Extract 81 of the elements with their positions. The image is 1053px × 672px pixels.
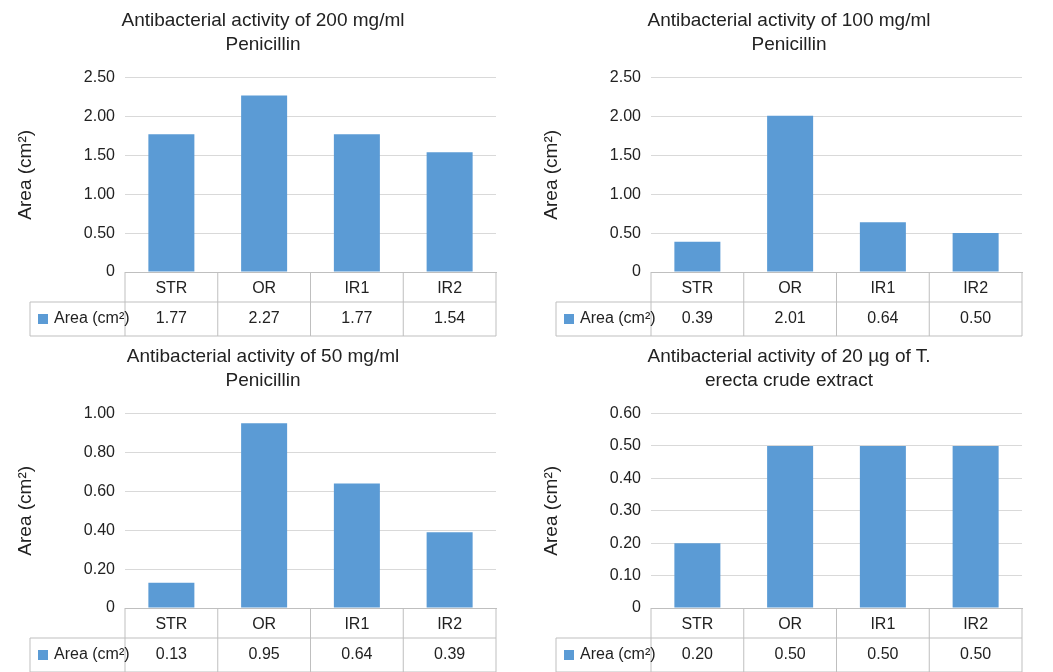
y-tick-label: 0.20 [83, 559, 116, 577]
x-tick-label: STR [155, 279, 188, 297]
bar [148, 582, 195, 608]
y-axis-title: Area (cm²) [13, 129, 35, 220]
y-tick-label: 0.50 [609, 223, 642, 241]
y-axis-title: Area (cm²) [539, 465, 561, 556]
x-tick-label: OR [252, 279, 277, 297]
chart-title: Antibacterial activity of 20 µg of T. erecta crude extract [646, 344, 932, 392]
data-label: 0.50 [867, 645, 899, 663]
x-tick-label: IR2 [437, 279, 463, 297]
bar [426, 532, 473, 608]
x-tick-label: IR1 [344, 615, 370, 633]
data-label: 0.50 [960, 309, 992, 327]
y-tick-label: 1.50 [609, 145, 642, 163]
data-label: 2.01 [774, 309, 806, 327]
x-tick-label: STR [155, 615, 188, 633]
y-tick-label: 0 [106, 262, 116, 280]
bar [674, 241, 721, 272]
data-label: 0.39 [434, 645, 466, 663]
y-tick-label: 0.20 [609, 533, 642, 551]
bar [333, 134, 380, 272]
data-label: 0.64 [867, 309, 899, 327]
data-label: 1.77 [155, 309, 188, 327]
x-tick-label: IR2 [963, 615, 989, 633]
y-tick-label: 0.10 [609, 566, 642, 584]
y-tick-label: 0.50 [83, 223, 116, 241]
y-tick-label: 2.00 [83, 106, 116, 124]
x-tick-label: OR [778, 279, 803, 297]
y-tick-label: 0.40 [609, 468, 642, 486]
data-label: 0.20 [681, 645, 714, 663]
bar [241, 95, 288, 272]
bar [767, 115, 814, 272]
y-tick-label: 1.00 [609, 184, 642, 202]
data-label: 1.54 [434, 309, 466, 327]
chart-title: Antibacterial activity of 100 mg/ml Penicillin [646, 8, 932, 56]
y-tick-label: 2.00 [609, 106, 642, 124]
y-tick-label: 0 [632, 262, 642, 280]
y-tick-label: 1.50 [83, 145, 116, 163]
x-tick-label: STR [681, 279, 714, 297]
x-tick-label: IR2 [437, 615, 463, 633]
y-tick-label: 2.50 [83, 68, 116, 86]
y-tick-label: 0.60 [609, 404, 642, 422]
data-label: 1.77 [341, 309, 373, 327]
legend-label: Area (cm²) [54, 645, 130, 663]
y-tick-label: 0 [106, 598, 116, 616]
x-tick-label: IR1 [870, 615, 896, 633]
bar [426, 152, 473, 272]
data-label: 0.95 [248, 645, 280, 663]
x-tick-label: IR1 [870, 279, 896, 297]
data-label: 0.50 [774, 645, 806, 663]
bar [148, 134, 195, 272]
y-axis-title: Area (cm²) [539, 129, 561, 220]
data-label: 2.27 [248, 309, 280, 327]
data-label: 0.39 [681, 309, 714, 327]
y-tick-label: 0 [632, 598, 642, 616]
legend-label: Area (cm²) [580, 309, 656, 327]
legend-label: Area (cm²) [580, 645, 656, 663]
y-tick-label: 1.00 [83, 404, 116, 422]
bar [859, 222, 906, 272]
y-tick-label: 2.50 [609, 68, 642, 86]
y-tick-label: 0.80 [83, 442, 116, 460]
chart-title: Antibacterial activity of 50 mg/ml Penicillin [125, 344, 401, 392]
y-tick-label: 0.40 [83, 520, 116, 538]
y-tick-label: 0.30 [609, 501, 642, 519]
y-axis-title: Area (cm²) [13, 465, 35, 556]
x-tick-label: IR1 [344, 279, 370, 297]
x-tick-label: OR [252, 615, 277, 633]
data-label: 0.64 [341, 645, 373, 663]
x-tick-label: IR2 [963, 279, 989, 297]
legend-label: Area (cm²) [54, 309, 130, 327]
data-label: 0.50 [960, 645, 992, 663]
y-tick-label: 0.60 [83, 481, 116, 499]
chart-title: Antibacterial activity of 200 mg/ml Penicillin [120, 8, 406, 56]
bar [333, 483, 380, 608]
y-tick-label: 0.50 [609, 436, 642, 454]
x-tick-label: STR [681, 615, 714, 633]
x-tick-label: OR [778, 615, 803, 633]
y-tick-label: 1.00 [83, 184, 116, 202]
bar [952, 233, 999, 272]
bar [241, 423, 288, 608]
data-label: 0.13 [155, 645, 188, 663]
